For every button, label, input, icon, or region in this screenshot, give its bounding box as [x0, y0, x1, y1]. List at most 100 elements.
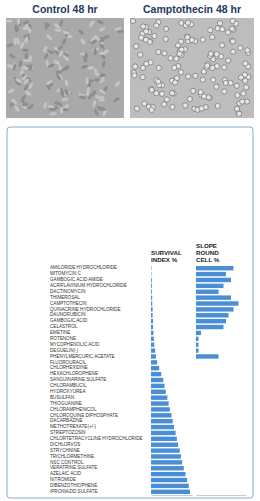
- cell: [96, 19, 104, 25]
- cell: [238, 45, 243, 50]
- bar: [151, 384, 165, 388]
- bars: [151, 266, 190, 494]
- cell: [210, 35, 215, 40]
- cell: [225, 30, 230, 35]
- category-label: DEGUELIN(-): [50, 348, 79, 353]
- bar: [151, 437, 177, 441]
- cell: [20, 94, 27, 101]
- bar: [151, 313, 153, 317]
- bar: [151, 395, 167, 399]
- image-label: Camptothecin 48 hr: [143, 3, 241, 15]
- cell: [44, 23, 51, 30]
- bar: [196, 284, 224, 288]
- bar: [151, 413, 172, 417]
- cell: [222, 65, 227, 70]
- cell: [99, 88, 107, 95]
- cell: [133, 44, 138, 49]
- bar: [151, 443, 178, 447]
- cell: [140, 75, 145, 80]
- cell: [81, 64, 89, 69]
- cell: [156, 79, 161, 84]
- bar: [151, 372, 161, 376]
- cell: [60, 106, 63, 113]
- category-label: QUINACRINE HYDROCHLORIDE: [50, 307, 120, 312]
- bar: [151, 295, 152, 299]
- cell: [114, 80, 121, 87]
- cell: [49, 108, 56, 111]
- cell: [46, 34, 53, 41]
- cell: [58, 50, 64, 58]
- cell: [169, 91, 174, 96]
- bar: [196, 413, 197, 417]
- cell: [222, 89, 227, 94]
- cell: [24, 90, 32, 97]
- cell: [98, 95, 105, 103]
- bar: [151, 290, 152, 294]
- cell: [241, 91, 246, 96]
- bar: [151, 490, 190, 494]
- cell: [92, 100, 97, 108]
- cell: [173, 80, 178, 85]
- cell: [59, 19, 64, 27]
- bar: [151, 278, 152, 282]
- cell: [93, 68, 98, 76]
- cell: [47, 49, 55, 55]
- bar: [196, 419, 197, 423]
- micrograph: [130, 18, 254, 118]
- cell: [132, 73, 137, 78]
- category-label: CHLORAMPHENICOL: [50, 407, 97, 412]
- cell: [183, 103, 188, 108]
- bar: [196, 401, 197, 405]
- cell: [22, 78, 29, 85]
- cell: [201, 69, 206, 74]
- cell: [205, 63, 210, 68]
- bar: [196, 313, 229, 317]
- cell: [144, 61, 149, 66]
- cell: [88, 20, 95, 27]
- cell: [230, 19, 235, 24]
- cell: [45, 79, 53, 86]
- bar: [196, 466, 197, 470]
- category-label: MYCOPHENOLIC ACID: [50, 342, 100, 347]
- cell: [215, 103, 220, 108]
- cell: [64, 79, 68, 86]
- cell: [139, 35, 144, 40]
- bar: [151, 484, 189, 488]
- cell: [86, 86, 90, 93]
- cell: [80, 38, 86, 46]
- axis-line: [152, 495, 193, 496]
- bar: [151, 348, 155, 352]
- figure: Control 48 hrCamptothecin 48 hrAMILORIDE…: [0, 0, 260, 501]
- bar: [196, 478, 197, 482]
- bar: [151, 272, 152, 276]
- cell: [170, 104, 175, 109]
- cell: [19, 41, 25, 49]
- category-label: AMILORIDE HYDROCHLORIDE: [50, 265, 117, 270]
- bar: [151, 307, 153, 311]
- cell: [172, 65, 177, 70]
- category-label: TRICHLORMETHINE: [50, 454, 94, 459]
- bars: [196, 266, 239, 359]
- bar: [196, 390, 197, 394]
- category-label: FLUOROURACIL: [50, 360, 86, 365]
- cell: [219, 43, 224, 48]
- cell: [22, 20, 30, 26]
- cell: [162, 102, 167, 107]
- category-label: METHOTREXATE(+/-): [50, 424, 96, 429]
- bar: [196, 407, 197, 411]
- bar: [151, 301, 152, 305]
- category-label: CHLOROQUINE DIPHOSPHATE: [50, 413, 118, 418]
- bar: [196, 348, 199, 352]
- cell: [211, 77, 216, 82]
- bar: [151, 466, 184, 470]
- x-axis: [197, 495, 247, 496]
- category-label: DACTINOMYCIN: [50, 289, 85, 294]
- bar: [196, 372, 197, 376]
- category-label: MITOMYCIN C: [50, 271, 81, 276]
- series-header: SLOPEROUNDCELL %: [196, 242, 220, 263]
- bar: [151, 284, 152, 288]
- cell: [177, 51, 182, 56]
- cell: [8, 53, 16, 59]
- cell: [154, 91, 159, 96]
- bar: [196, 278, 231, 282]
